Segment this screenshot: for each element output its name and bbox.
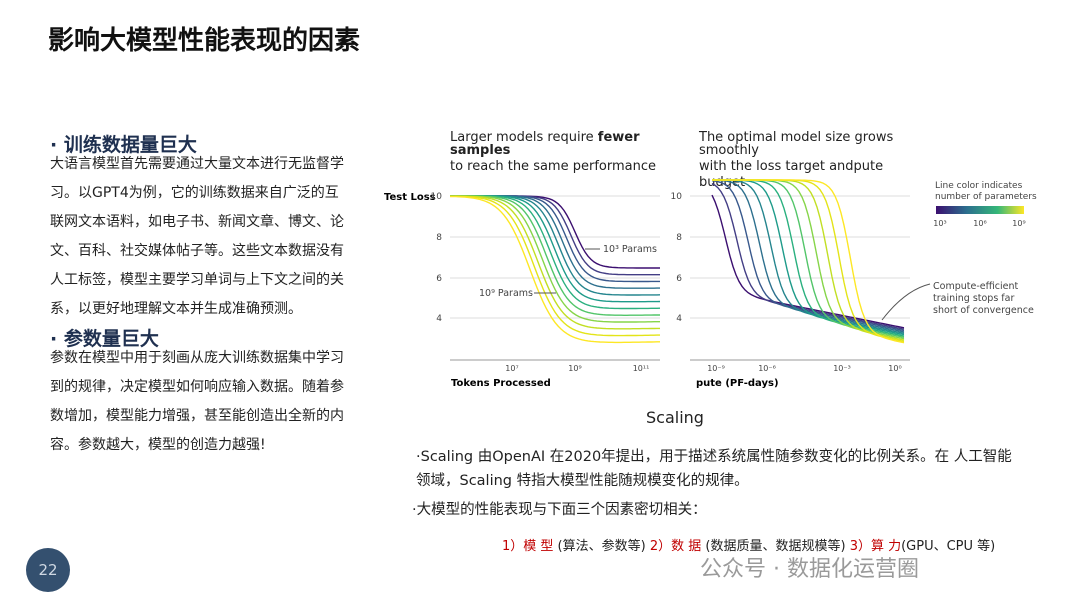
y-tick-label: 4	[436, 314, 442, 324]
y-tick-label: 6	[676, 274, 682, 284]
x-tick-label: 10⁻³	[833, 364, 851, 373]
curve	[712, 179, 905, 341]
legend-tick: 10⁹	[1012, 219, 1025, 228]
curve	[712, 179, 905, 334]
x-tick-label: 10⁰	[888, 364, 901, 373]
annotation: 10⁹ Params	[479, 288, 533, 299]
y-label: Test Loss	[384, 192, 436, 203]
colorbar	[936, 206, 1024, 214]
curve	[711, 194, 905, 329]
arrow	[881, 283, 931, 321]
note: ·大模型的性能表现与下面三个因素密切相关：	[412, 502, 707, 518]
annotation: training stops far	[933, 293, 1014, 304]
legend-tick: 10³	[933, 219, 946, 228]
x-tick-label: 10⁻⁶	[758, 364, 776, 373]
curve	[450, 195, 660, 323]
y-tick-label: 8	[676, 233, 682, 243]
factor-detail: (数据质量、数据规模等)	[705, 539, 846, 554]
x-tick-label: 10⁷	[505, 364, 518, 373]
curve	[449, 195, 660, 344]
factor-label: 2）数 据	[649, 539, 702, 554]
y-tick-label: 10	[671, 192, 683, 202]
panel-title: smoothly	[699, 143, 759, 158]
y-tick-label: 8	[436, 233, 442, 243]
section-heading: · 参数量巨大	[50, 328, 159, 350]
slide-title: 影响大模型性能表现的因素	[48, 26, 361, 56]
annotation: Compute-efficient	[933, 281, 1019, 292]
y-tick-label: 4	[676, 314, 682, 324]
x-tick-label: 10⁻⁹	[707, 364, 725, 373]
factor-label: 1）模 型	[502, 539, 554, 554]
legend-tick: 10⁶	[973, 219, 986, 228]
panel-title: Larger models require fewer	[450, 130, 640, 145]
section-heading: · 训练数据量巨大	[50, 134, 197, 156]
factor-detail: (算法、参数等)	[557, 539, 646, 554]
curve	[711, 182, 905, 330]
section-body: 大语言模型首先需要通过大量文本进行无监督学习。以GPT4为例，它的训练数据来自广…	[50, 156, 344, 317]
curve	[712, 179, 905, 340]
factor-label: 3）算 力	[849, 539, 902, 554]
curve	[450, 195, 660, 283]
note: ·Scaling 由OpenAI 在2020年提出，用于描述系统属性随参数变化的…	[416, 449, 1012, 489]
curve	[712, 179, 905, 343]
curve	[450, 195, 660, 330]
panel-title: with the loss target andpute	[699, 159, 883, 174]
annotation: 10³ Params	[603, 244, 657, 255]
watermark: 公众号 · 数据化运营圈	[700, 557, 919, 582]
curve	[450, 195, 660, 337]
panel-title: samples	[450, 143, 511, 158]
y-tick-label: 10	[431, 192, 443, 202]
legend-title: number of parameters	[935, 192, 1037, 202]
curve	[712, 179, 905, 344]
legend-title: Line color indicates	[935, 181, 1023, 191]
section-body: 参数在模型中用于刻画从庞大训练数据集中学习到的规律，决定模型如何响应输入数据。随…	[50, 350, 344, 453]
y-tick-label: 6	[436, 274, 442, 284]
x-tick-label: 10¹¹	[633, 364, 650, 373]
caption: Scaling	[646, 408, 704, 427]
x-tick-label: 10⁹	[568, 364, 581, 373]
page-number: 22	[26, 548, 70, 592]
panel-title: The optimal model size grows	[698, 130, 893, 145]
curve	[711, 180, 905, 332]
factor-detail: (GPU、CPU 等)	[901, 539, 996, 554]
figure: Larger models require fewer samples to r…	[384, 130, 1037, 427]
factors: 1）模 型 (算法、参数等) 2）数 据 (数据质量、数据规模等) 3）算 力(…	[502, 535, 995, 554]
annotation: short of convergence	[933, 305, 1034, 316]
panel-title: to reach the same performance	[450, 159, 656, 174]
x-label: Tokens Processed	[451, 378, 551, 389]
x-label: pute (PF-days)	[696, 378, 779, 389]
